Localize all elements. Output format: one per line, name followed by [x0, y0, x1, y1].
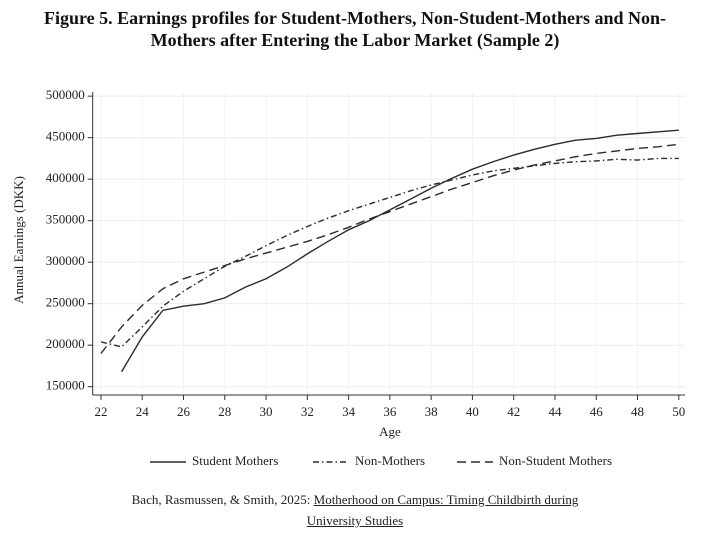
y-axis-label: Annual Earnings (DKK)	[11, 176, 26, 304]
y-tick-label: 500000	[46, 87, 85, 102]
series-line	[100, 143, 679, 354]
x-tick-label: 34	[342, 404, 356, 419]
y-tick-label: 200000	[46, 336, 85, 351]
x-tick-label: 44	[548, 404, 562, 419]
series-line	[100, 157, 679, 348]
x-tick-label: 42	[507, 404, 520, 419]
x-tick-label: 36	[383, 404, 397, 419]
y-tick-label: 450000	[46, 129, 85, 144]
y-tick-label: 250000	[46, 295, 85, 310]
legend-label: Non-Mothers	[355, 453, 425, 468]
chart-title: Mothers after Entering the Labor Market …	[151, 30, 560, 51]
x-tick-label: 40	[466, 404, 479, 419]
x-tick-label: 50	[672, 404, 685, 419]
x-tick-label: 38	[425, 404, 438, 419]
legend-label: Non-Student Mothers	[499, 453, 612, 468]
chart: Figure 5. Earnings profiles for Student-…	[11, 8, 685, 468]
y-tick-label: 400000	[46, 170, 85, 185]
y-tick-label: 150000	[46, 378, 85, 393]
x-tick-label: 28	[218, 404, 231, 419]
x-tick-label: 26	[177, 404, 191, 419]
source-text: Bach, Rasmussen, & Smith, 2025:	[131, 492, 311, 507]
x-tick-label: 48	[631, 404, 644, 419]
series-line	[120, 129, 679, 373]
source: Bach, Rasmussen, & Smith, 2025: Motherho…	[105, 489, 605, 531]
x-axis-label: Age	[379, 424, 401, 439]
y-tick-label: 300000	[46, 253, 85, 268]
x-tick-label: 22	[94, 404, 107, 419]
x-tick-label: 30	[260, 404, 273, 419]
x-tick-label: 32	[301, 404, 314, 419]
source-link[interactable]: Motherhood on Campus: Timing Childbirth …	[306, 492, 579, 528]
legend-label: Student Mothers	[192, 453, 278, 468]
x-tick-label: 46	[590, 404, 604, 419]
y-tick-label: 350000	[46, 212, 85, 227]
chart-title: Figure 5. Earnings profiles for Student-…	[44, 8, 666, 28]
x-tick-label: 24	[136, 404, 150, 419]
